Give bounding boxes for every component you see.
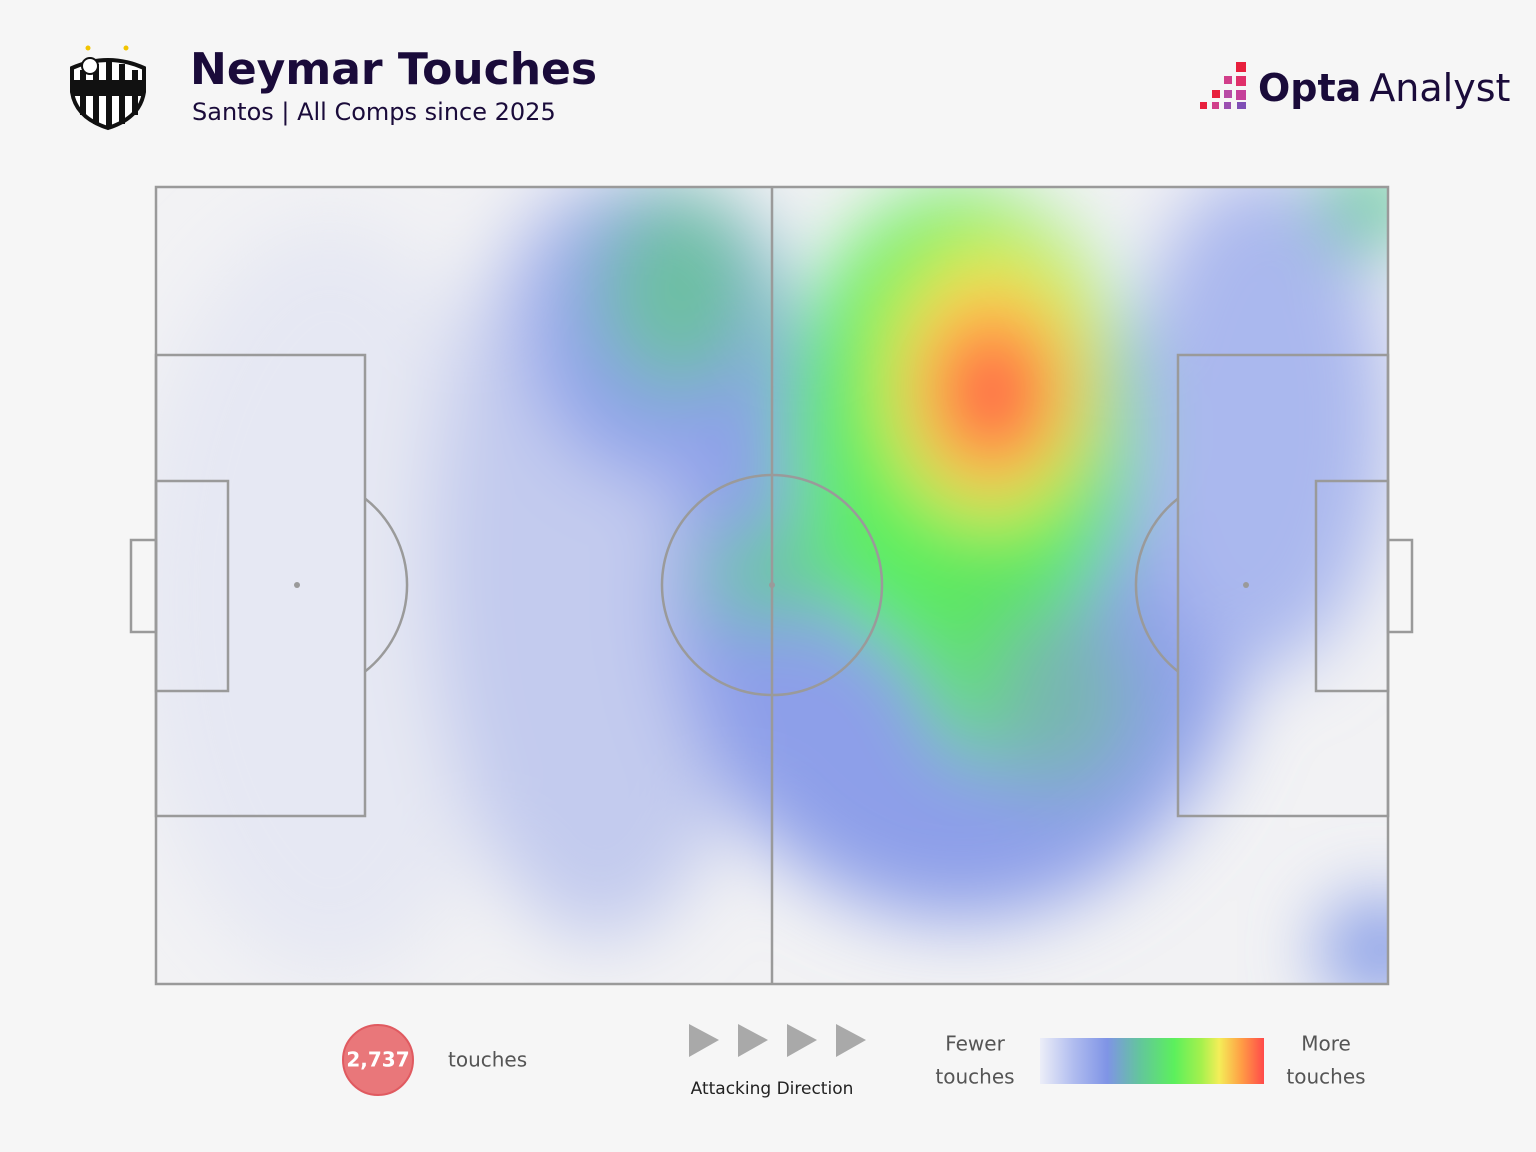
scale-high: touches	[1286, 1065, 1365, 1089]
color-scale	[1040, 1038, 1264, 1084]
brand-light: Analyst	[1369, 66, 1510, 110]
subtitle: Santos | All Comps since 2025	[192, 98, 556, 126]
heatmap	[156, 187, 1388, 984]
touch-count: 2,737	[346, 1048, 409, 1072]
direction-label: Attacking Direction	[691, 1079, 854, 1099]
brand-name: Opta Analyst	[1258, 66, 1510, 110]
direction-arrows	[689, 1024, 866, 1057]
pitch-lines	[129, 185, 1414, 986]
club-crest	[70, 45, 146, 131]
count-label: touches	[448, 1048, 527, 1072]
scale-high: More	[1301, 1032, 1351, 1056]
scale-low: Fewer	[945, 1032, 1005, 1056]
title: Neymar Touches	[190, 44, 597, 95]
scale-low: touches	[935, 1065, 1014, 1089]
brand-mark	[1200, 62, 1246, 109]
brand-bold: Opta	[1258, 66, 1361, 110]
count-badge	[342, 1024, 414, 1096]
